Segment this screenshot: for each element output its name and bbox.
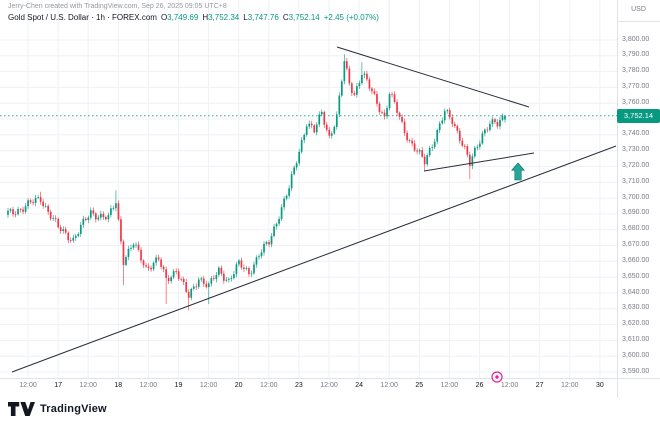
- time-tick-label: 27: [535, 382, 544, 389]
- up-arrow-annotation[interactable]: [511, 162, 525, 181]
- price-tick-label: 3,780.00: [622, 67, 650, 75]
- candlestick-series[interactable]: [7, 54, 506, 311]
- time-tick-label: 19: [174, 382, 183, 389]
- price-tick-label: 3,690.00: [622, 209, 650, 217]
- currency-label[interactable]: USD: [631, 6, 646, 13]
- time-tick-label: 12:00: [260, 382, 278, 389]
- time-tick-label: 25: [415, 382, 424, 389]
- trendline-pennant-support[interactable]: [423, 152, 535, 172]
- time-axis[interactable]: 12:00 17 12:00 18 12:00 19 12:00 20 12:00 23 12:00…: [0, 378, 617, 398]
- time-tick-label: 12:00: [380, 382, 398, 389]
- close-label: C: [282, 13, 289, 22]
- last-price-label: 3,752.14: [617, 109, 660, 123]
- trendline-descending-resistance[interactable]: [336, 46, 530, 108]
- time-tick-label: 12:00: [500, 382, 519, 389]
- legend-low: L3,747.76: [243, 13, 279, 22]
- price-tick-label: 3,600.00: [622, 351, 650, 359]
- time-tick-label: 18: [114, 382, 123, 389]
- time-tick-label: 12:00: [561, 382, 579, 389]
- price-tick-label: 3,640.00: [622, 288, 650, 296]
- time-tick-label: 12:00: [19, 382, 37, 389]
- time-tick-label: 12:00: [199, 382, 218, 389]
- high-value: 3,752.34: [208, 13, 240, 22]
- open-value: 3,749.69: [167, 13, 199, 22]
- price-tick-label: 3,710.00: [622, 177, 650, 185]
- attribution-text: Jerry-Chen created with TradingView.com,…: [8, 3, 227, 10]
- low-value: 3,747.76: [247, 13, 279, 22]
- time-tick-label: 12:00: [79, 382, 97, 389]
- grid: [0, 0, 617, 378]
- open-label: O: [160, 13, 168, 22]
- symbol-title[interactable]: Gold Spot / U.S. Dollar · 1h · FOREX.com: [8, 13, 157, 22]
- price-tick-label: 3,680.00: [622, 225, 650, 233]
- trendline-ascending-support[interactable]: [11, 145, 617, 373]
- time-tick-label: 30: [595, 382, 604, 389]
- time-tick-label: 12:00: [320, 382, 338, 389]
- price-axis[interactable]: 3,800.00 3,790.00 3,780.00 3,770.00 3,760.00…: [617, 0, 660, 378]
- price-tick-label: 3,660.00: [622, 256, 650, 264]
- legend-change: +2.45 (+0.07%): [323, 13, 379, 22]
- price-tick-label: 3,800.00: [622, 35, 650, 43]
- time-tick-label: 12:00: [139, 382, 158, 389]
- tradingview-logo-icon: [8, 402, 35, 416]
- close-value: 3,752.14: [288, 13, 320, 22]
- price-tick-label: 3,700.00: [622, 193, 650, 201]
- price-tick-label: 3,670.00: [622, 241, 650, 248]
- price-tick-label: 3,720.00: [622, 162, 650, 169]
- legend-open: O3,749.69: [161, 13, 198, 22]
- price-tick-label: 3,630.00: [622, 304, 650, 312]
- time-tick-label: 26: [475, 382, 484, 389]
- price-tick-label: 3,590.00: [622, 367, 650, 375]
- price-tick-label: 3,790.00: [622, 51, 650, 59]
- tradingview-logo-text: TradingView: [40, 403, 107, 415]
- price-tick-label: 3,770.00: [622, 82, 650, 90]
- time-tick-label: 24: [355, 382, 363, 389]
- low-label: L: [243, 13, 248, 22]
- time-tick-label: 23: [294, 382, 303, 389]
- legend-close: C3,752.14: [283, 13, 320, 22]
- time-tick-label: 20: [234, 382, 243, 389]
- price-tick-label: 3,650.00: [622, 272, 650, 280]
- price-tick-label: 3,740.00: [622, 130, 650, 138]
- time-tick-label: 12:00: [440, 382, 459, 389]
- symbol-legend: Gold Spot / U.S. Dollar · 1h · FOREX.com…: [8, 13, 379, 22]
- price-tick-label: 3,610.00: [622, 335, 650, 343]
- price-tick-label: 3,760.00: [622, 98, 650, 106]
- time-tick-label: 17: [54, 382, 62, 389]
- legend-high: H3,752.34: [202, 13, 239, 22]
- high-label: H: [202, 13, 209, 22]
- tradingview-logo[interactable]: TradingView: [8, 402, 107, 416]
- price-tick-label: 3,620.00: [622, 320, 650, 328]
- event-marker-dot: [495, 375, 499, 379]
- price-tick-label: 3,730.00: [622, 146, 650, 154]
